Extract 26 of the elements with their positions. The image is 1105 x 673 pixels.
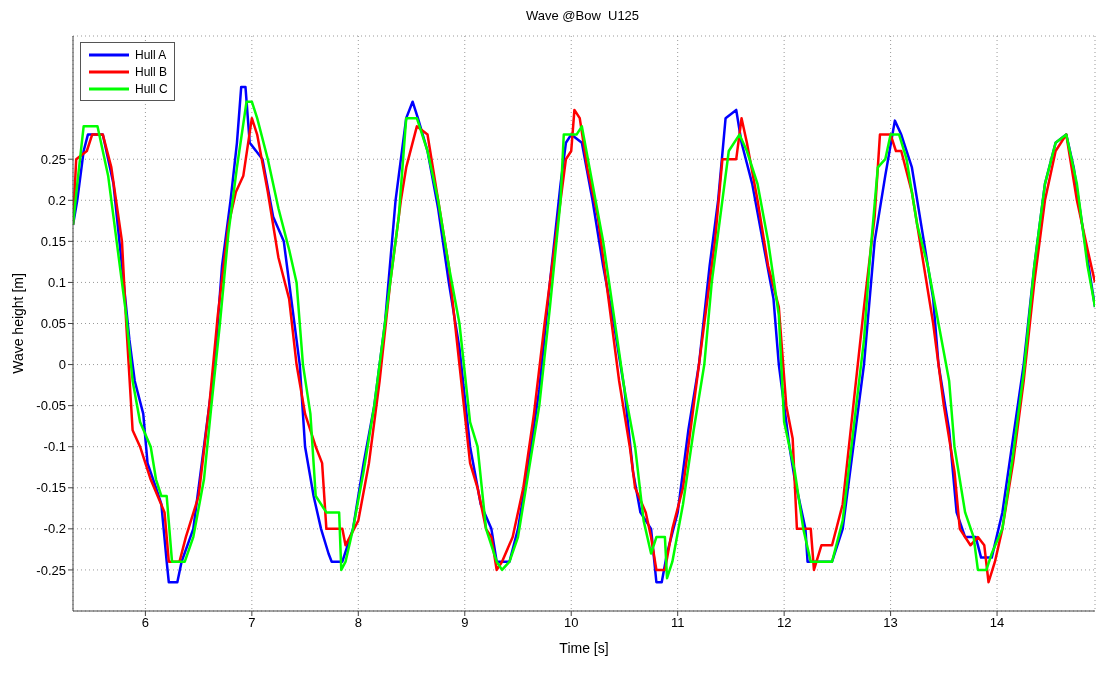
legend-label: Hull B	[135, 64, 168, 79]
y-tick-label: -0.15	[36, 480, 66, 496]
y-tick-label: 0.05	[40, 316, 66, 332]
x-tick-label: 13	[883, 615, 898, 631]
y-axis-title: Wave height [m]	[9, 273, 26, 374]
x-tick-label: 8	[354, 615, 362, 631]
y-tick-label: 0.2	[47, 192, 66, 208]
legend-label: Hull C	[135, 81, 168, 96]
y-tick-label: -0.2	[43, 521, 66, 537]
y-tick-label: -0.05	[36, 398, 66, 414]
x-tick-label: 7	[248, 615, 256, 631]
legend-label: Hull A	[135, 47, 167, 62]
y-tick-label: -0.1	[43, 439, 66, 455]
x-tick-label: 9	[461, 615, 469, 631]
x-tick-label: 6	[141, 615, 150, 631]
x-tick-label: 11	[670, 615, 685, 631]
chart-title: Wave @Bow U125	[524, 8, 641, 25]
x-tick-label: 10	[563, 615, 579, 631]
y-tick-label: 0.1	[47, 275, 66, 291]
x-axis-title: Time [s]	[559, 640, 609, 656]
x-tick-label: 14	[989, 615, 1005, 631]
x-tick-label: 12	[776, 615, 792, 631]
y-tick-label: 0.15	[40, 233, 66, 249]
y-tick-label: -0.25	[36, 562, 66, 578]
y-tick-label: 0	[58, 357, 66, 373]
y-tick-label: 0.25	[40, 151, 66, 167]
